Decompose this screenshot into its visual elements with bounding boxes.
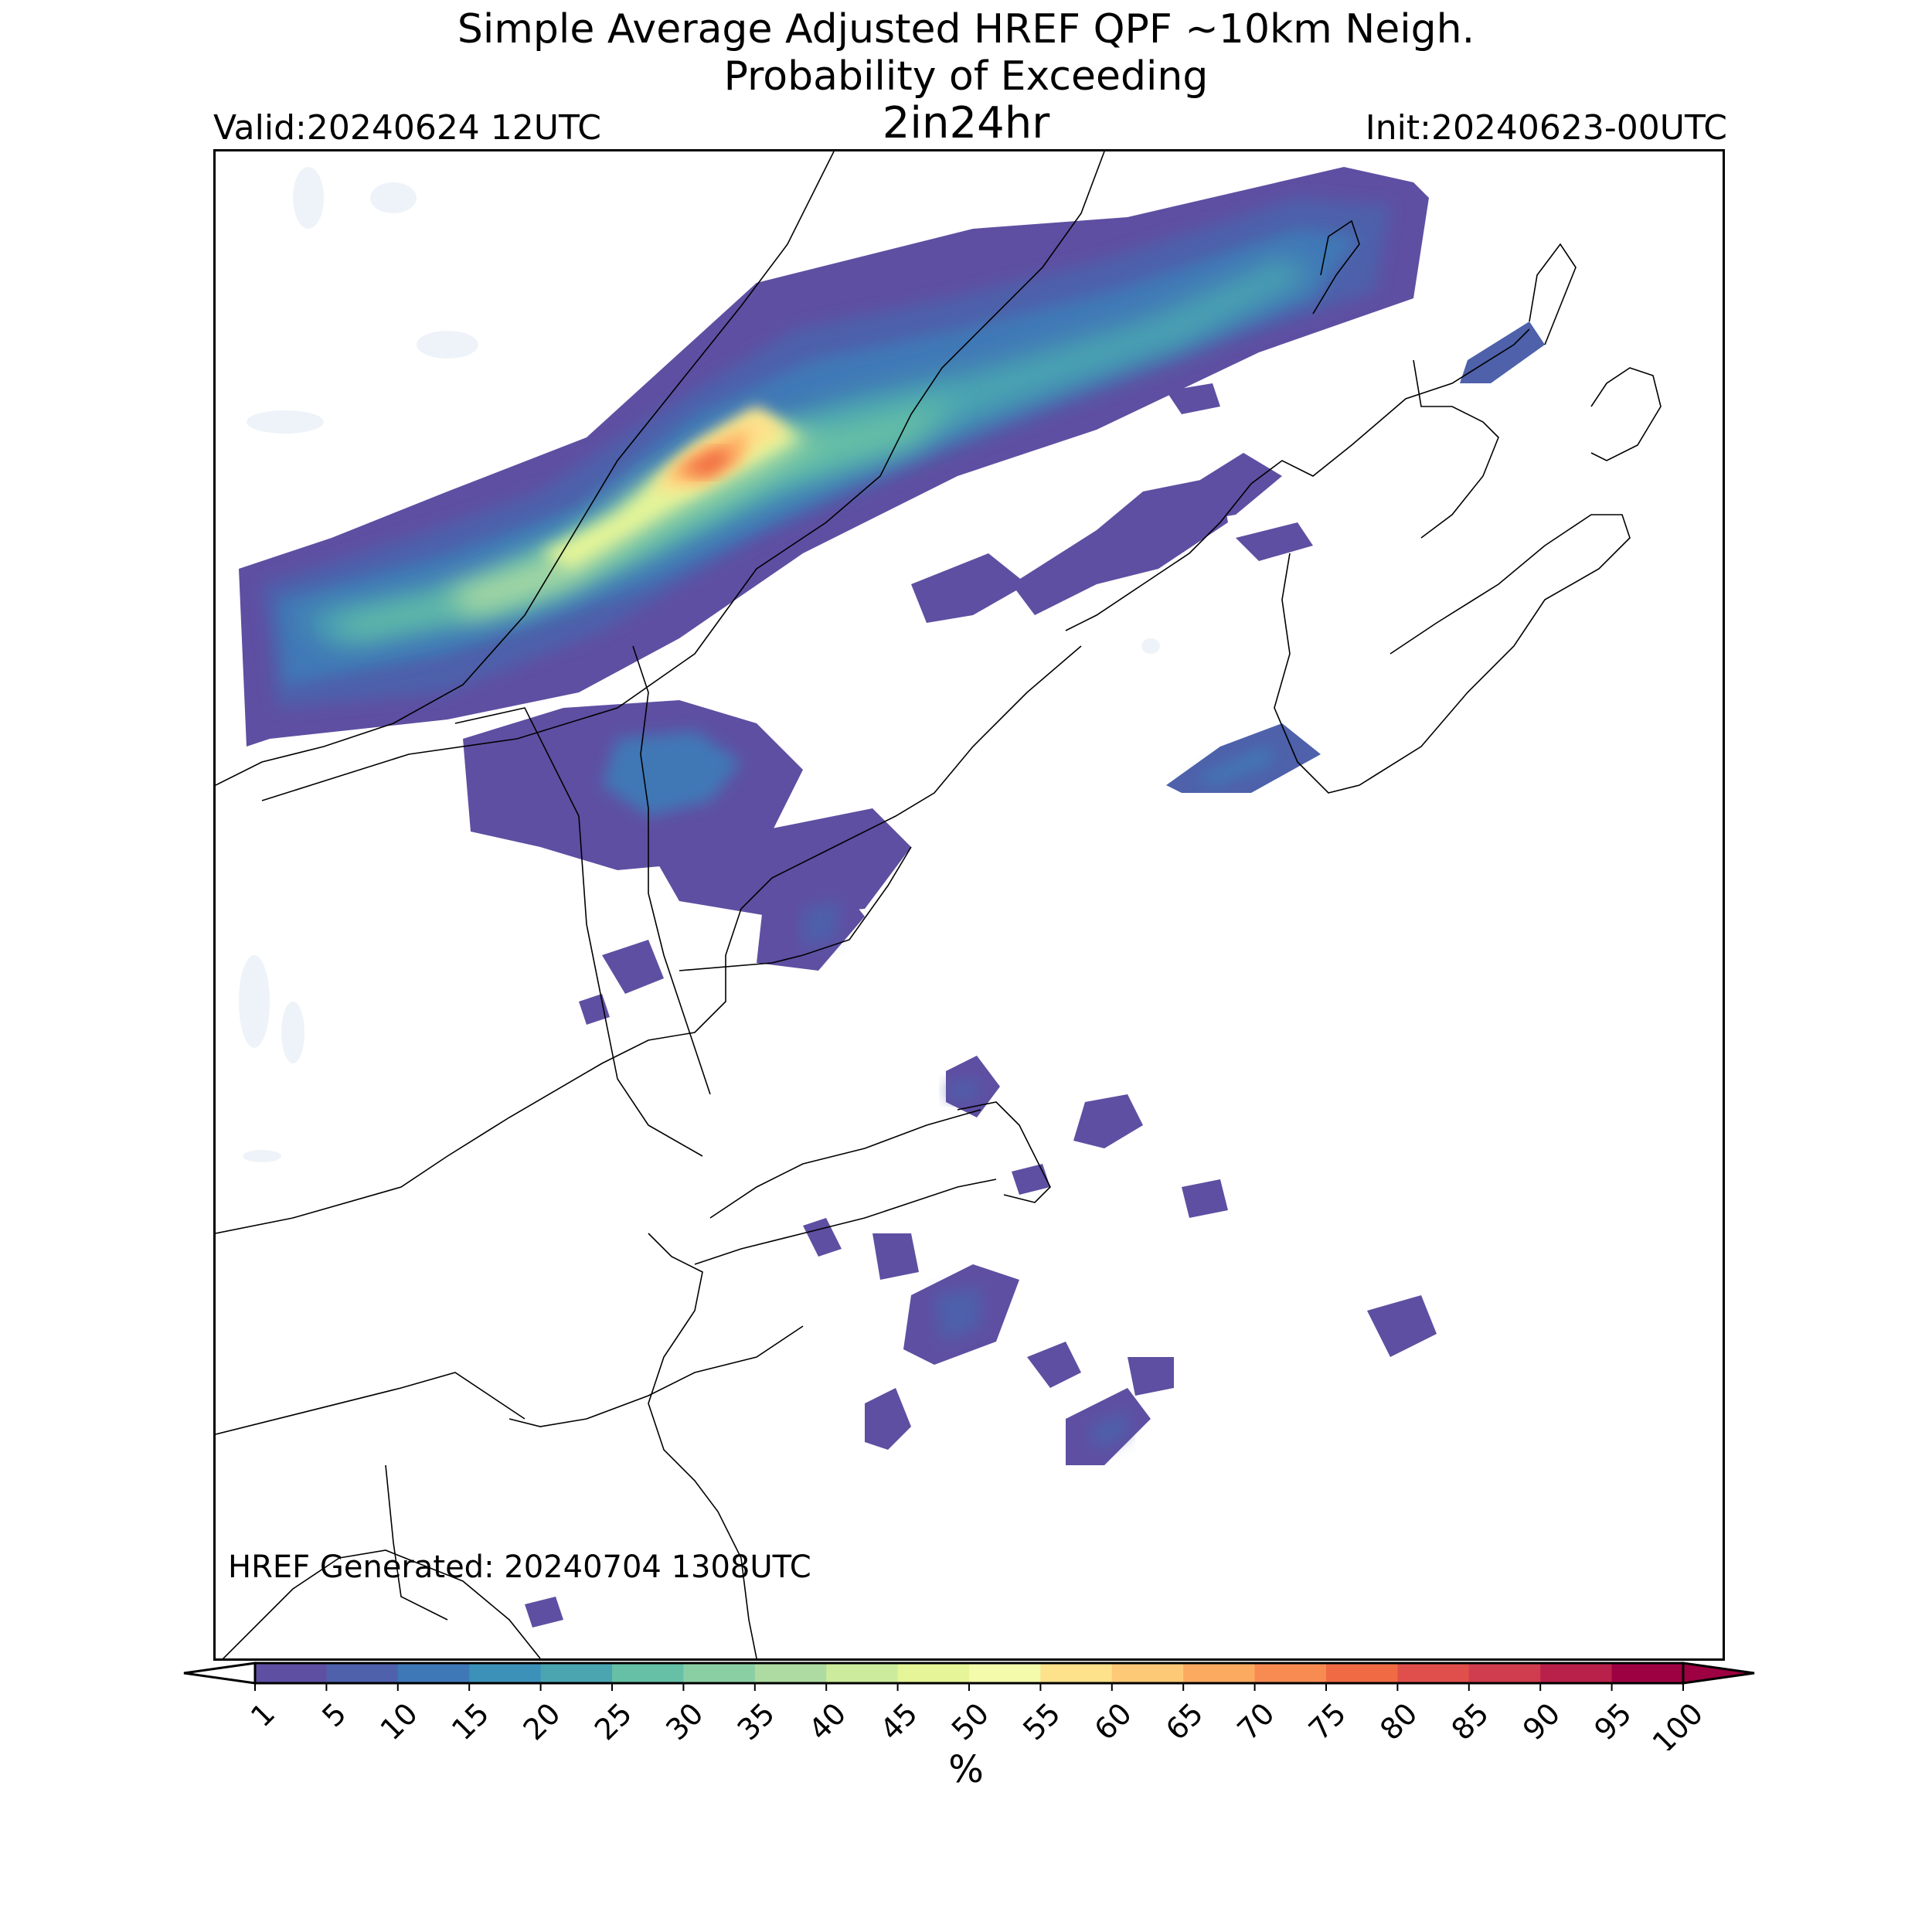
colorbar-tick-label: 35 [731,1696,781,1747]
colorbar-swatches [255,1663,1684,1683]
colorbar-swatch [1040,1663,1113,1683]
coastline [216,151,835,786]
colorbar-tick-label: 40 [802,1696,852,1747]
colorbar-swatch [1540,1663,1613,1683]
state-border-line [261,151,1105,801]
colorbar-swatch [1111,1663,1184,1683]
colorbar-tick-label: 5 [315,1696,352,1733]
state-border-line [454,707,703,1157]
colorbar-swatch [897,1663,970,1683]
colorbar-tick-label: 50 [945,1696,995,1747]
state-border-line [632,645,711,1095]
map-canvas [216,151,1662,1658]
colorbar-tick-label: 60 [1088,1696,1138,1747]
colorbar-swatch [969,1663,1041,1683]
colorbar-swatch [1326,1663,1398,1683]
colorbar-tick-label: 90 [1516,1696,1566,1747]
colorbar-tick-label: 45 [873,1696,923,1747]
precip-probability-field [239,167,1545,1628]
init-time: Init:20240623-00UTC [1365,108,1727,148]
coastline [1590,367,1662,461]
colorbar-swatch [754,1663,827,1683]
colorbar-tick-label: 15 [445,1696,495,1747]
colorbar-under-triangle [183,1662,257,1685]
precip-band-main [239,167,1429,747]
colorbar-swatch [469,1663,542,1683]
coastline [694,1179,997,1265]
colorbar-label: % [948,1748,984,1791]
title-line-2: Probability of Exceeding [723,53,1209,100]
coastline [1312,219,1360,315]
colorbar-swatch [1183,1663,1256,1683]
colorbar-tick-label: 55 [1016,1696,1066,1747]
colorbar-tick-label: 85 [1445,1696,1495,1747]
colorbar-tick-label: 30 [659,1696,709,1747]
colorbar-swatch [255,1663,327,1683]
colorbar-swatch [683,1663,756,1683]
coastline [709,1109,981,1219]
colorbar-ticks: 1 5 10 15 20 25 30 35 40 45 50 55 60 65 70 75 80 85 90 95 10… [244,1683,1709,1750]
state-border-line [385,1464,448,1621]
coastline [957,1101,1051,1203]
title-line-3: 2in24hr [882,98,1050,148]
colorbar-swatch [1254,1663,1327,1683]
colorbar-tick-label: 20 [516,1696,566,1747]
colorbar-swatch [1468,1663,1541,1683]
coastline [222,1549,541,1658]
coastline [1413,359,1499,539]
colorbar-tick-label: 65 [1159,1696,1209,1747]
colorbar-tick-label: 1 [244,1696,281,1733]
colorbar-tick-label: 10 [374,1696,424,1747]
coastline [1529,243,1577,345]
colorbar-tick-label: 100 [1646,1696,1709,1750]
colorbar: 1 5 10 15 20 25 30 35 40 45 50 55 60 65 70 75 80 85 90 95 10… [183,1662,1755,1750]
title-line-1: Simple Average Adjusted HREF QPF ~10km N… [457,6,1475,53]
colorbar-tick-label: 80 [1373,1696,1423,1747]
colorbar-swatch [326,1663,399,1683]
coastline [1065,328,1530,631]
colorbar-tick-label: 25 [588,1696,638,1747]
state-border-line [509,1325,804,1427]
colorbar-swatch [540,1663,613,1683]
colorbar-swatch [397,1663,470,1683]
coastline [1274,514,1631,794]
coastline [216,645,1082,1234]
generated-timestamp: HREF Generated: 20240704 1308UTC [228,1549,811,1585]
map-panel [213,149,1725,1661]
colorbar-swatch [826,1663,899,1683]
map-borders [216,151,1662,1658]
colorbar-swatch [612,1663,684,1683]
colorbar-tick-label: 75 [1302,1696,1352,1747]
precip-cells-secondary [463,321,1545,1628]
lakes [239,167,1160,1162]
colorbar-swatch [1397,1663,1470,1683]
colorbar-tick-label: 70 [1230,1696,1281,1747]
valid-time: Valid:20240624 12UTC [213,108,602,148]
colorbar-over-triangle [1682,1662,1755,1685]
state-border-line [679,846,912,971]
state-border-line [216,1372,526,1435]
coastline [648,1233,757,1658]
colorbar-swatch [1611,1663,1684,1683]
colorbar-tick-label: 95 [1587,1696,1638,1747]
